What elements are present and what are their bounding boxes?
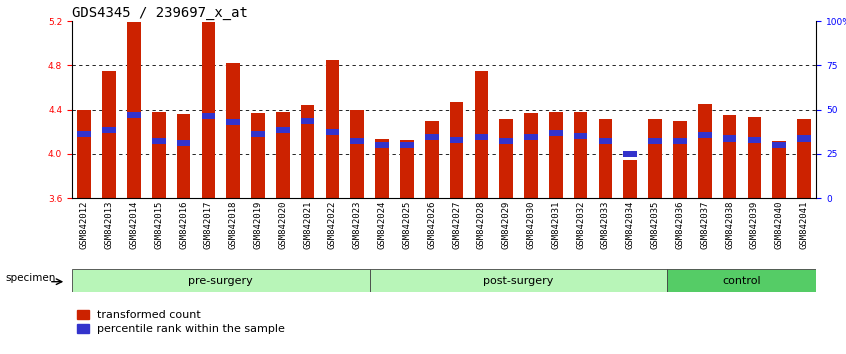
Bar bbox=[152, 112, 166, 198]
Bar bbox=[499, 138, 513, 144]
Text: pre-surgery: pre-surgery bbox=[189, 275, 253, 286]
Bar bbox=[276, 127, 289, 133]
Bar bbox=[400, 142, 414, 148]
Bar bbox=[624, 151, 637, 157]
Bar bbox=[78, 110, 91, 198]
Text: specimen: specimen bbox=[6, 273, 56, 283]
Bar bbox=[624, 160, 637, 198]
Text: post-surgery: post-surgery bbox=[483, 275, 554, 286]
Bar bbox=[574, 133, 587, 139]
Legend: transformed count, percentile rank within the sample: transformed count, percentile rank withi… bbox=[78, 310, 285, 334]
Bar bbox=[400, 139, 414, 198]
Bar bbox=[797, 119, 810, 198]
Bar bbox=[251, 131, 265, 137]
Bar bbox=[499, 119, 513, 198]
Bar bbox=[201, 113, 215, 119]
Bar bbox=[722, 115, 736, 198]
Bar bbox=[648, 119, 662, 198]
Bar bbox=[748, 118, 761, 198]
Bar bbox=[549, 130, 563, 136]
Bar bbox=[301, 118, 315, 124]
Bar bbox=[772, 142, 786, 148]
Bar bbox=[722, 136, 736, 142]
Bar bbox=[201, 22, 215, 198]
Bar bbox=[425, 135, 438, 141]
Text: GDS4345 / 239697_x_at: GDS4345 / 239697_x_at bbox=[72, 6, 248, 20]
Bar bbox=[102, 71, 116, 198]
Bar bbox=[102, 127, 116, 133]
Bar bbox=[350, 138, 364, 144]
Bar bbox=[450, 137, 464, 143]
Bar bbox=[326, 60, 339, 198]
Bar bbox=[227, 63, 240, 198]
Bar bbox=[251, 113, 265, 198]
Bar bbox=[350, 110, 364, 198]
Text: control: control bbox=[722, 275, 761, 286]
Bar bbox=[667, 269, 816, 292]
Bar bbox=[450, 102, 464, 198]
Bar bbox=[78, 131, 91, 137]
Bar bbox=[425, 121, 438, 198]
Bar bbox=[475, 71, 488, 198]
Bar bbox=[370, 269, 667, 292]
Bar bbox=[177, 114, 190, 198]
Bar bbox=[276, 112, 289, 198]
Bar bbox=[599, 119, 613, 198]
Bar bbox=[797, 136, 810, 142]
Bar bbox=[673, 121, 687, 198]
Bar bbox=[376, 142, 389, 148]
Bar bbox=[525, 135, 538, 141]
Bar bbox=[599, 138, 613, 144]
Bar bbox=[525, 113, 538, 198]
Bar bbox=[748, 137, 761, 143]
Bar bbox=[152, 138, 166, 144]
Bar bbox=[127, 112, 140, 118]
Bar bbox=[648, 138, 662, 144]
Bar bbox=[72, 269, 370, 292]
Bar bbox=[673, 138, 687, 144]
Bar bbox=[772, 141, 786, 198]
Bar bbox=[574, 112, 587, 198]
Bar bbox=[376, 138, 389, 198]
Bar bbox=[301, 105, 315, 198]
Bar bbox=[549, 112, 563, 198]
Bar bbox=[326, 129, 339, 135]
Bar bbox=[177, 140, 190, 146]
Bar bbox=[127, 22, 140, 198]
Bar bbox=[227, 119, 240, 125]
Bar bbox=[698, 132, 711, 138]
Bar bbox=[698, 104, 711, 198]
Bar bbox=[475, 135, 488, 141]
